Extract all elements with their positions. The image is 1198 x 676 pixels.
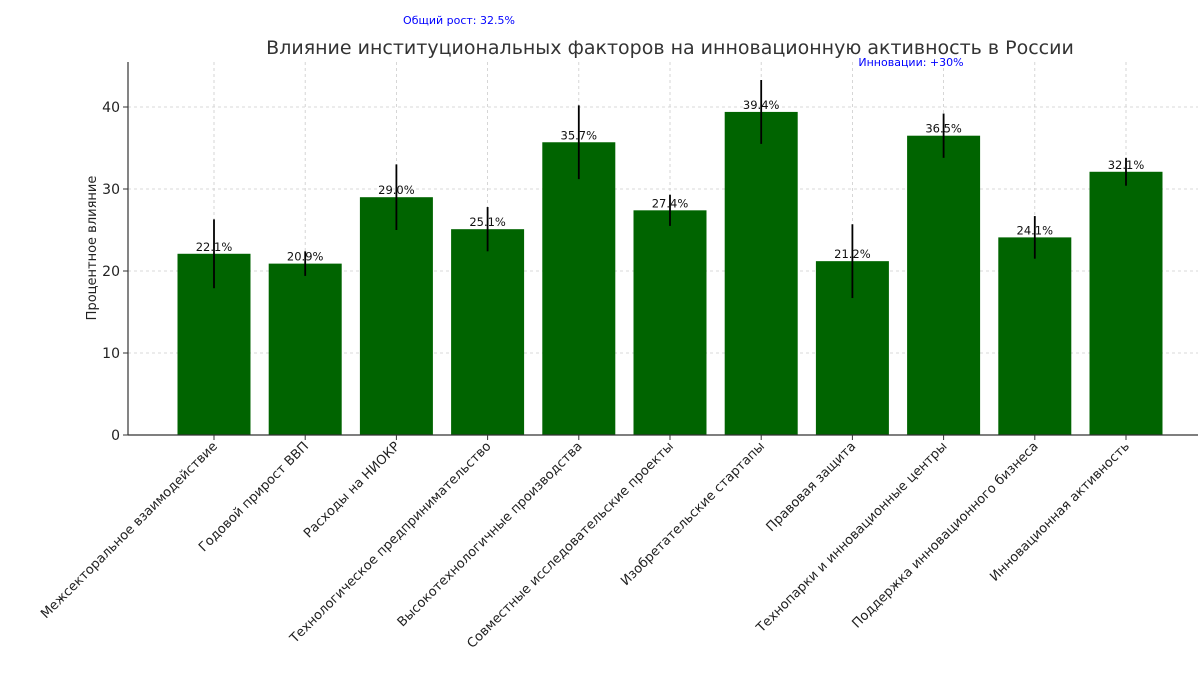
bar-value-label: 35.7% bbox=[561, 128, 598, 142]
bar-value-label: 24.1% bbox=[1017, 223, 1054, 237]
bar bbox=[268, 263, 342, 435]
bar-value-label: 36.5% bbox=[925, 122, 962, 136]
x-tick-label: Изобретательские стартапы bbox=[618, 439, 768, 589]
y-tick-label: 10 bbox=[102, 346, 120, 362]
x-tick-label: Высокотехнологичные производства bbox=[395, 439, 586, 630]
bar-value-label: 25.1% bbox=[469, 215, 506, 229]
y-tick-label: 20 bbox=[102, 264, 120, 280]
x-tick-label: Совместные исследовательские проекты bbox=[465, 439, 677, 651]
bar bbox=[907, 135, 981, 435]
bar bbox=[724, 111, 798, 436]
chart-title: Влияние институциональных факторов на ин… bbox=[266, 37, 1074, 59]
y-tick-label: 30 bbox=[102, 182, 120, 198]
bar bbox=[542, 142, 616, 435]
x-tick-label: Поддержка инновационного бизнеса bbox=[849, 439, 1041, 631]
bar-value-label: 27.4% bbox=[652, 196, 689, 210]
bar-value-label: 29.0% bbox=[378, 183, 415, 197]
value-labels: 22.1% 20.9% 29.0% 25.1% 35.7% 27.4% 39.4% 21.2%… bbox=[196, 98, 1145, 264]
annotation-total-growth: Общий рост: 32.5% bbox=[403, 14, 515, 27]
bar bbox=[1089, 171, 1163, 435]
bar bbox=[359, 197, 433, 435]
y-axis-label: Процентное влияние bbox=[85, 176, 100, 321]
bar bbox=[451, 229, 525, 435]
error-bars bbox=[213, 79, 1127, 299]
bar-value-label: 32.1% bbox=[1108, 158, 1145, 172]
y-tick-label: 0 bbox=[111, 428, 120, 444]
bars bbox=[177, 111, 1163, 436]
x-tick-label: Технопарки и инновационные центры bbox=[753, 439, 950, 636]
x-tick-label: Правовая защита bbox=[764, 439, 860, 535]
bar bbox=[633, 210, 707, 435]
bar-value-label: 22.1% bbox=[196, 240, 233, 254]
annotation-innovation: Инновации: +30% bbox=[858, 56, 963, 69]
y-tick-label: 40 bbox=[102, 100, 120, 116]
bar bbox=[998, 237, 1072, 435]
bar-value-label: 20.9% bbox=[287, 250, 324, 264]
x-tick-label: Расходы на НИОКР bbox=[301, 439, 403, 541]
x-tick-label: Технологическое предпринимательство bbox=[287, 439, 495, 647]
x-tick-label: Межсекторальное взаимодействие bbox=[38, 439, 221, 622]
axes bbox=[123, 62, 1198, 440]
bar-value-label: 21.2% bbox=[834, 247, 871, 261]
bar-value-label: 39.4% bbox=[743, 98, 780, 112]
